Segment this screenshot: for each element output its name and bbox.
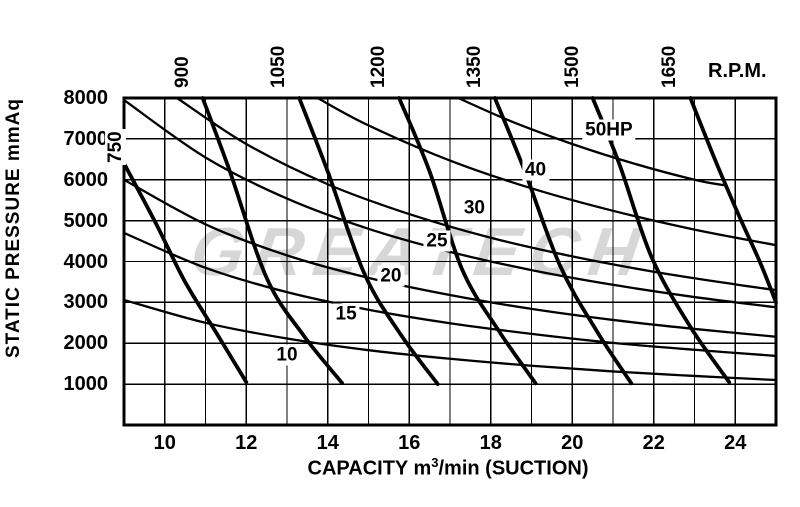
rpm-curve-750 xyxy=(122,161,249,384)
x-tick-label: 18 xyxy=(479,432,502,454)
hp-curve-label-50HP: 50HP xyxy=(582,119,636,141)
rpm-curve-1350 xyxy=(492,96,634,386)
rpm-curve-1050 xyxy=(297,96,440,387)
y-tick-label: 1000 xyxy=(63,373,109,396)
x-tick-label: 14 xyxy=(316,432,339,454)
hp-curve-label-10: 10 xyxy=(273,344,301,366)
x-tick-label: 12 xyxy=(235,432,258,454)
hp-curve-10 xyxy=(122,298,778,382)
y-tick-label: 3000 xyxy=(63,291,109,314)
rpm-curve-1500 xyxy=(590,96,732,384)
hp-curve-20 xyxy=(122,178,778,338)
x-tick-label: 22 xyxy=(642,432,665,454)
y-tick-label: 6000 xyxy=(63,168,109,191)
hp-curve-label-40: 40 xyxy=(521,159,550,181)
x-axis-title-text: CAPACITY m xyxy=(307,457,432,480)
y-tick-label: 4000 xyxy=(63,250,109,273)
rpm-curve-1200 xyxy=(397,96,538,386)
hp-curve-50HP xyxy=(457,96,725,187)
hp-curve-label-30: 30 xyxy=(460,197,489,219)
x-tick-label: 20 xyxy=(561,432,584,454)
y-tick-label: 2000 xyxy=(63,332,109,355)
hp-curve-label-20: 20 xyxy=(377,265,405,287)
x-axis-title-rest: /min (SUCTION) xyxy=(438,457,589,480)
y-tick-label: 5000 xyxy=(63,209,109,232)
x-tick-label: 24 xyxy=(724,432,747,454)
plot-border xyxy=(122,96,778,427)
rpm-tick-label-text: 1200 xyxy=(368,45,390,88)
x-axis-title-sup: 3 xyxy=(431,455,439,470)
hp-curve-15 xyxy=(122,231,778,358)
rpm-tick-label-text: 1500 xyxy=(561,45,583,88)
rpm-curve-900 xyxy=(200,96,344,385)
hp-curve-30 xyxy=(175,96,778,292)
x-tick-label: 16 xyxy=(398,432,421,454)
rpm-tick-label-text: 1350 xyxy=(463,45,485,88)
rpm-curve-1650 xyxy=(688,96,778,305)
x-axis-title: CAPACITY m3/min (SUCTION) xyxy=(308,455,589,481)
rpm-tick-label-text: 900 xyxy=(171,56,193,88)
y-tick-label: 7000 xyxy=(63,127,109,150)
rpm-tick-label-text: 1050 xyxy=(268,45,290,88)
rpm-tick-label-text: 750 xyxy=(105,129,127,165)
hp-curve-label-15: 15 xyxy=(332,303,360,325)
y-tick-label: 8000 xyxy=(63,87,109,109)
rpm-axis-unit-label: R.P.M. xyxy=(708,60,767,82)
x-tick-label: 10 xyxy=(153,432,176,454)
rpm-tick-label-text: 1650 xyxy=(659,45,681,88)
hp-curve-label-25: 25 xyxy=(423,230,451,252)
